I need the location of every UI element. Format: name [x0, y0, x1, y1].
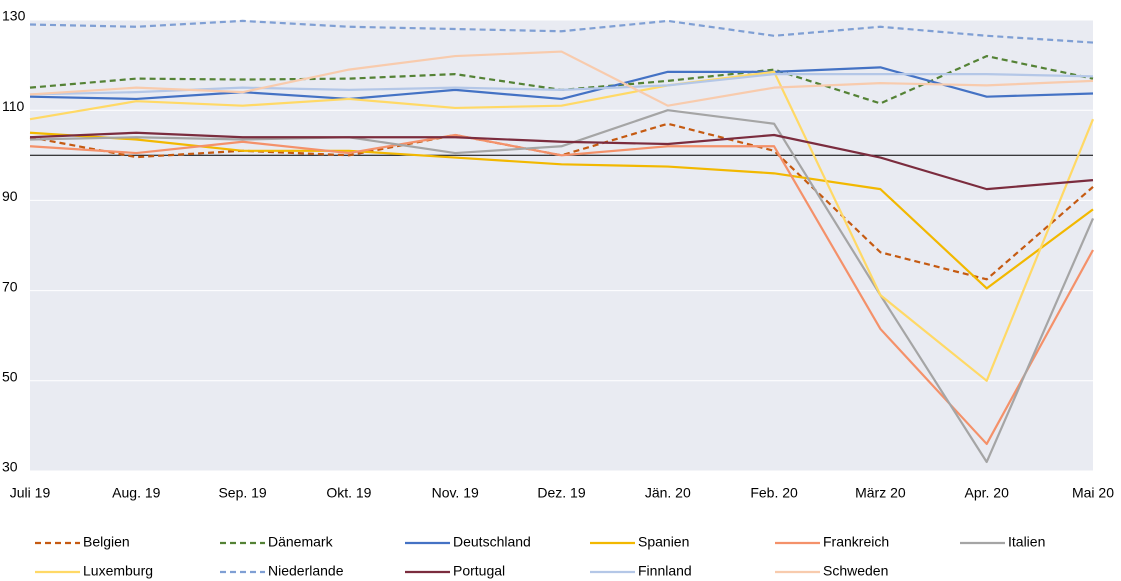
x-tick-label: Okt. 19	[326, 485, 371, 501]
legend-label: Finnland	[638, 563, 692, 579]
series-line	[29, 131, 1094, 290]
x-tick-label: März 20	[855, 485, 906, 501]
series-line	[29, 122, 1094, 281]
legend-label: Dänemark	[268, 534, 334, 550]
x-tick-label: Juli 19	[10, 485, 51, 501]
legend-label: Frankreich	[823, 534, 889, 550]
series-line	[29, 70, 1095, 382]
legend-label: Niederlande	[268, 563, 344, 579]
x-tick-label: Sep. 19	[218, 485, 266, 501]
y-tick-label: 130	[2, 8, 26, 24]
legend-label: Italien	[1008, 534, 1045, 550]
x-tick-label: Apr. 20	[965, 485, 1010, 501]
series-line	[29, 109, 1095, 464]
x-tick-label: Aug. 19	[112, 485, 160, 501]
y-tick-label: 70	[2, 278, 18, 294]
y-tick-label: 90	[2, 188, 18, 204]
x-tick-label: Dez. 19	[537, 485, 585, 501]
y-tick-label: 30	[2, 459, 18, 475]
legend-label: Portugal	[453, 563, 505, 579]
series-line	[29, 50, 1094, 107]
x-tick-label: Nov. 19	[432, 485, 479, 501]
series-line	[29, 73, 1094, 96]
plot-area	[30, 20, 1093, 471]
legend-label: Luxemburg	[83, 563, 153, 579]
series-line	[29, 131, 1094, 191]
legend-label: Deutschland	[453, 534, 531, 550]
series-line	[29, 133, 1094, 446]
legend-label: Schweden	[823, 563, 888, 579]
y-tick-label: 50	[2, 369, 18, 385]
series-line	[29, 66, 1094, 101]
x-tick-label: Jän. 20	[645, 485, 691, 501]
y-tick-label: 110	[2, 98, 25, 114]
series-line	[29, 19, 1094, 44]
legend-label: Spanien	[638, 534, 689, 550]
x-tick-label: Mai 20	[1072, 485, 1114, 501]
x-tick-label: Feb. 20	[750, 485, 798, 501]
legend-label: Belgien	[83, 534, 130, 550]
